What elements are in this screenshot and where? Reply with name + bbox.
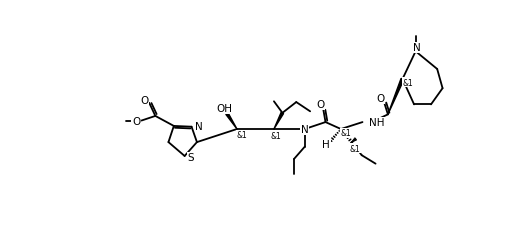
Text: &1: &1	[403, 78, 413, 87]
Text: S: S	[188, 153, 195, 163]
Text: O: O	[376, 94, 384, 104]
Polygon shape	[226, 113, 237, 129]
Text: N: N	[195, 121, 202, 131]
Text: H: H	[322, 140, 330, 150]
Text: OH: OH	[217, 104, 233, 114]
Text: N: N	[301, 125, 308, 134]
Text: O: O	[140, 95, 149, 105]
Text: &1: &1	[340, 129, 351, 138]
Polygon shape	[388, 79, 404, 115]
Text: O: O	[316, 100, 324, 110]
Text: NH: NH	[369, 117, 384, 128]
Text: &1: &1	[271, 131, 281, 140]
Text: &1: &1	[349, 144, 360, 153]
Text: N: N	[412, 43, 420, 53]
Polygon shape	[274, 113, 284, 129]
Text: O: O	[132, 116, 140, 126]
Text: &1: &1	[236, 130, 247, 139]
